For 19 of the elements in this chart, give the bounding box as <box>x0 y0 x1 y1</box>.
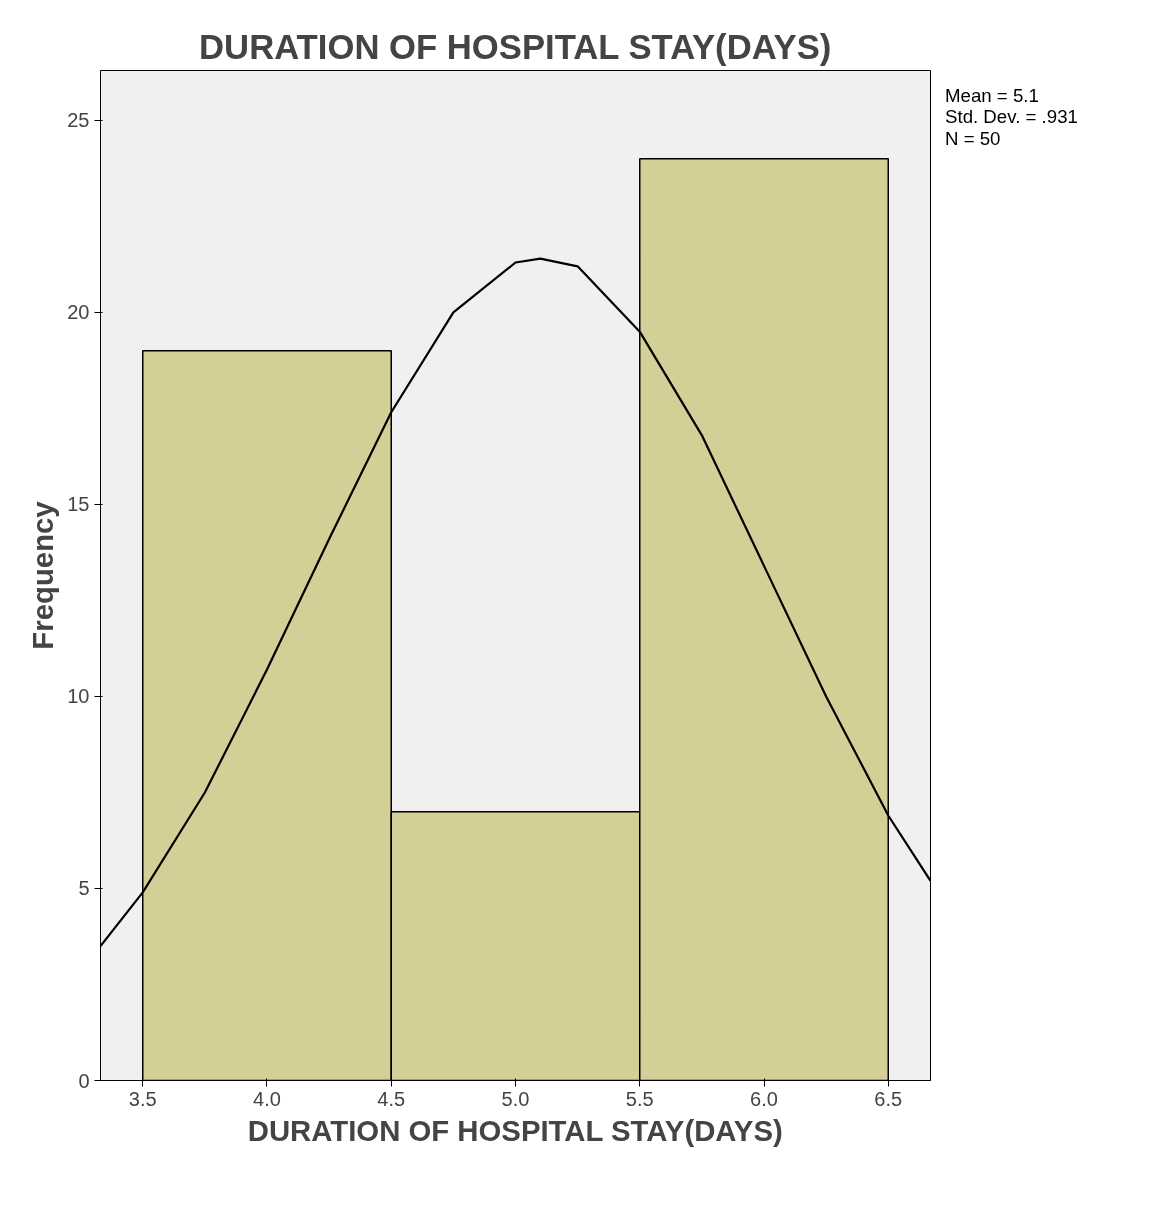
chart-title: DURATION OF HOSPITAL STAY(DAYS) <box>199 27 832 66</box>
text: N = 50 <box>945 127 1001 149</box>
x-tick-label: 5.5 <box>625 1087 654 1110</box>
y-tick-label: 15 <box>67 493 90 516</box>
x-tick-label: 4.5 <box>377 1087 406 1110</box>
x-tick-label: 6.0 <box>750 1087 778 1110</box>
y-tick-label: 0 <box>78 1069 90 1092</box>
x-tick-label: 3.5 <box>128 1087 157 1110</box>
x-tick-label: 6.5 <box>874 1087 903 1110</box>
y-tick-label: 25 <box>67 109 90 132</box>
text: Std. Dev. = .931 <box>945 106 1078 128</box>
x-axis-title: DURATION OF HOSPITAL STAY(DAYS) <box>247 1113 783 1147</box>
y-tick-label: 20 <box>67 301 90 324</box>
text: Mean = 5.1 <box>945 85 1039 106</box>
x-tick-label: 5.0 <box>501 1087 530 1110</box>
y-tick-label: 10 <box>67 685 90 708</box>
y-axis-title: Frequency <box>26 500 60 650</box>
x-tick-label: 4.0 <box>253 1087 281 1110</box>
y-tick-label: 5 <box>78 877 90 900</box>
